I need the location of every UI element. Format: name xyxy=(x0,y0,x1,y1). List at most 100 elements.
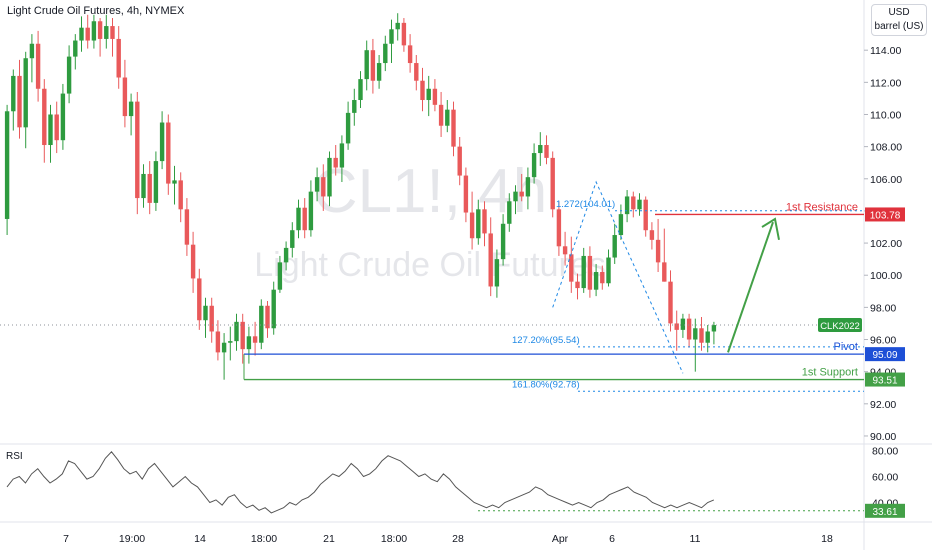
candle-body xyxy=(197,278,202,321)
candle-body xyxy=(420,80,425,101)
projection-arrow-line xyxy=(727,221,774,353)
price-tick-label: 108.00 xyxy=(870,142,902,154)
candle-body xyxy=(476,209,481,239)
candle-body xyxy=(302,207,307,231)
currency-label: USD xyxy=(888,7,910,18)
price-tick-label: 106.00 xyxy=(870,174,902,186)
candle-body xyxy=(569,254,574,282)
rsi-tick-label: 60.00 xyxy=(872,472,898,484)
candle-body xyxy=(178,180,183,210)
candle-body xyxy=(339,143,345,168)
price-tick-label: 102.00 xyxy=(870,238,902,250)
candle-body xyxy=(277,262,283,290)
rsi-level-badge-bg xyxy=(865,503,905,518)
time-tick-label: 11 xyxy=(690,533,701,545)
rsi-tick-label: 80.00 xyxy=(872,446,898,458)
price-tick-label: 114.00 xyxy=(870,45,901,57)
candle-body xyxy=(426,88,431,101)
candle-body xyxy=(469,212,475,239)
candle-body xyxy=(649,230,655,240)
candle-body xyxy=(110,26,115,39)
level-label-1st-resistance: 1st Resistance xyxy=(786,201,858,213)
candle-body xyxy=(17,75,22,128)
candle-body xyxy=(618,214,624,236)
candle-body xyxy=(159,122,165,162)
candle-body xyxy=(463,175,469,213)
price-tick-label: 92.00 xyxy=(870,399,896,411)
candle-body xyxy=(699,328,704,343)
candle-body xyxy=(655,239,661,263)
candle-body xyxy=(488,233,493,287)
candle-body xyxy=(680,318,686,330)
candle-body xyxy=(11,75,16,112)
candle-body xyxy=(314,177,320,192)
price-tick-label: 96.00 xyxy=(870,335,896,347)
level-label-1st-support: 1st Support xyxy=(802,367,858,379)
fib-level-label: 127.20%(95.54) xyxy=(512,335,580,346)
level-price-badge-bg xyxy=(865,347,905,362)
candle-body xyxy=(209,305,214,332)
candle-body xyxy=(519,191,524,197)
time-tick-label: 28 xyxy=(452,533,464,545)
time-tick-label: 14 xyxy=(194,533,206,545)
candle-body xyxy=(401,22,407,46)
candle-body xyxy=(482,209,487,234)
candle-body xyxy=(544,145,549,158)
candle-body xyxy=(79,27,84,41)
candle-body xyxy=(333,157,338,168)
candle-body xyxy=(500,223,506,260)
candle-body xyxy=(662,262,667,282)
candle-body xyxy=(643,199,648,231)
candle-body xyxy=(172,180,177,184)
candle-body xyxy=(531,153,537,178)
time-tick-label: 19:00 xyxy=(119,533,145,545)
candle-body xyxy=(215,331,221,353)
candle-body xyxy=(538,145,543,154)
candle-body xyxy=(606,257,611,284)
time-tick-label: 18:00 xyxy=(381,533,407,545)
candle-body xyxy=(432,88,438,105)
candle-body xyxy=(327,157,332,197)
candle-body xyxy=(395,22,400,30)
candle-body xyxy=(352,100,357,113)
level-label-pivot: Pivot xyxy=(834,341,858,353)
candle-body xyxy=(190,244,196,279)
candle-body xyxy=(271,289,276,329)
candle-body xyxy=(345,112,351,144)
candle-body xyxy=(135,101,140,199)
candle-body xyxy=(562,246,568,255)
level-price-badge: 103.78 xyxy=(870,210,901,221)
candle-body xyxy=(593,272,599,290)
candle-body xyxy=(29,43,35,59)
candle-body xyxy=(116,38,121,78)
level-price-badge: 95.09 xyxy=(872,350,897,361)
candle-body xyxy=(445,109,450,126)
level-price-badge: 93.51 xyxy=(872,376,897,387)
candle-body xyxy=(364,50,369,80)
rsi-level-badge: 33.61 xyxy=(872,507,897,518)
candle-body xyxy=(556,209,562,247)
candle-body xyxy=(414,63,419,81)
candle-body xyxy=(23,58,28,128)
candle-body xyxy=(370,50,376,81)
candle-body xyxy=(184,209,190,245)
candle-body xyxy=(259,305,264,343)
unit-selector[interactable]: USD barrel (US) xyxy=(871,4,927,36)
price-tick-label: 110.00 xyxy=(870,109,901,121)
price-tick-label: 90.00 xyxy=(870,431,896,443)
fib-level-label: 1.272(104.01) xyxy=(556,199,615,210)
candle-body xyxy=(234,321,239,342)
candle-body xyxy=(91,21,97,41)
rsi-line xyxy=(6,451,715,514)
price-tick-label: 98.00 xyxy=(870,302,896,314)
level-price-badge-bg xyxy=(865,207,905,222)
candle-body xyxy=(674,323,679,330)
candle-body xyxy=(711,325,717,332)
candle-body xyxy=(203,305,208,321)
unit-label: barrel (US) xyxy=(874,21,924,32)
projection-arrow-head xyxy=(761,217,780,241)
candle-body xyxy=(624,196,630,215)
candle-body xyxy=(637,199,642,210)
candle-body xyxy=(283,247,289,263)
